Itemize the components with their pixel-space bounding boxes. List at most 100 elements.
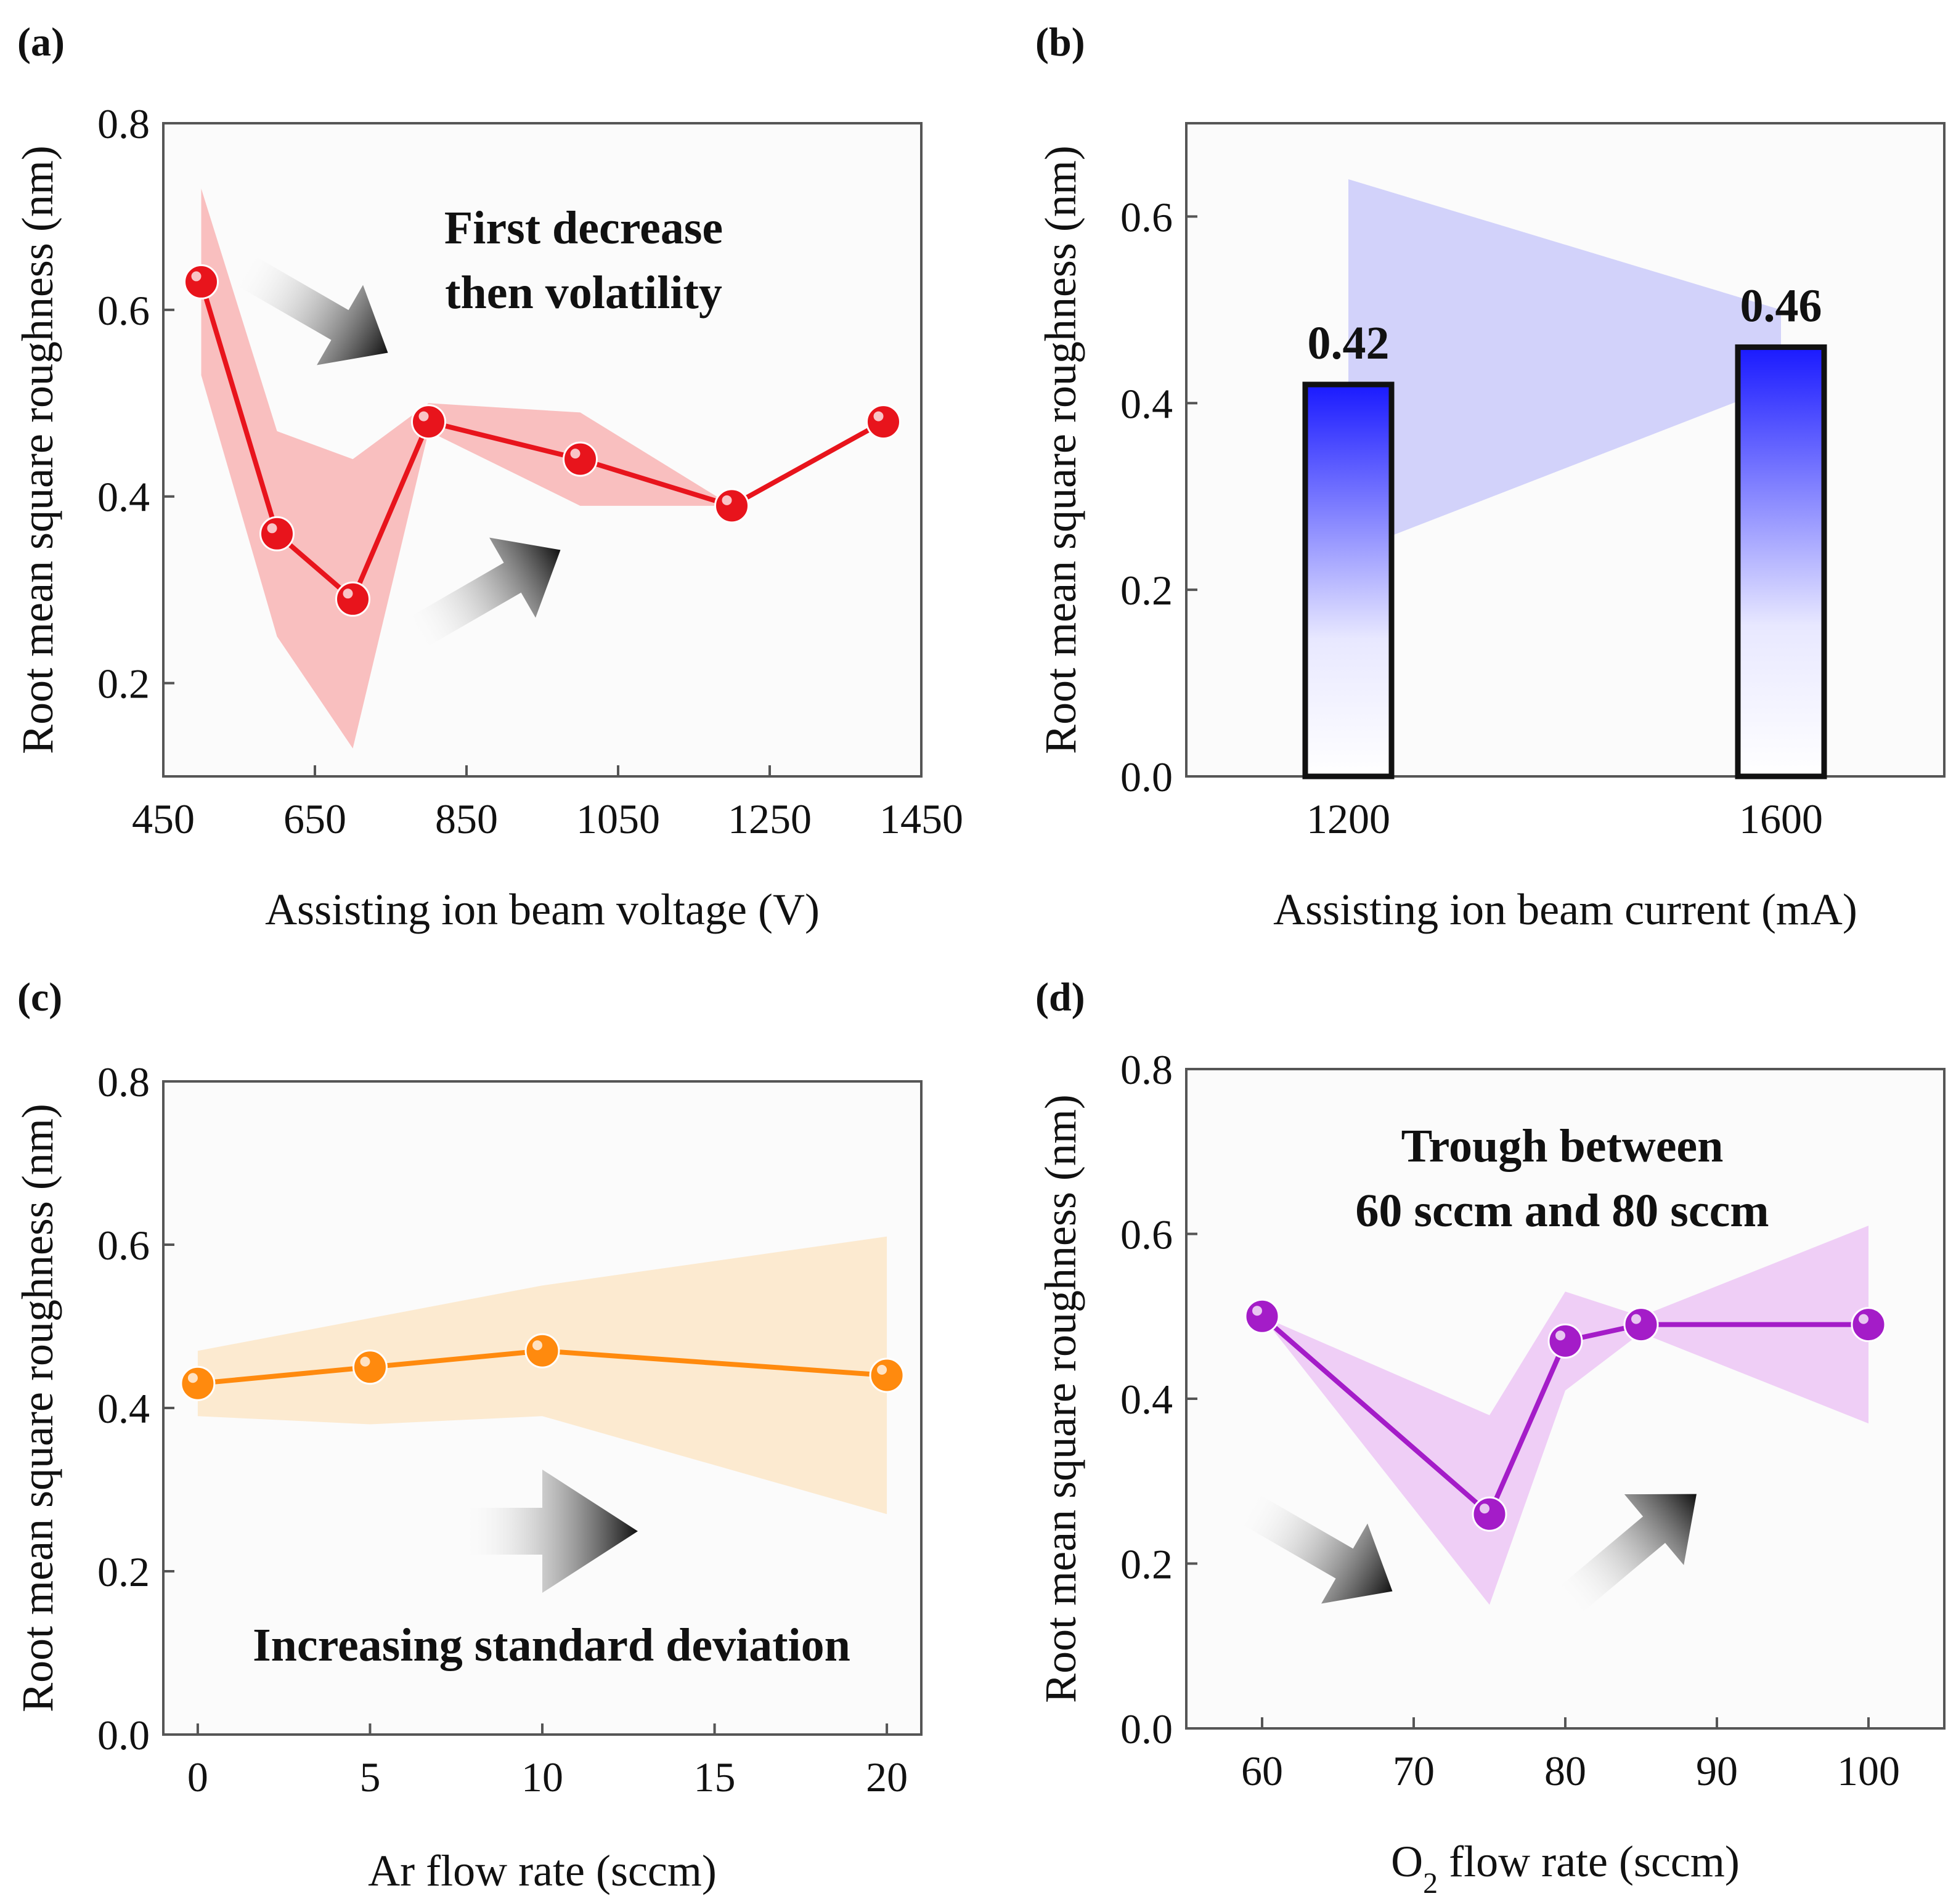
error-band: [1262, 1226, 1868, 1605]
x-tick-label: 1050: [576, 795, 660, 842]
x-axis-label: Ar flow rate (sccm): [368, 1846, 717, 1895]
x-tick-label: 80: [1544, 1747, 1586, 1794]
data-point-highlight: [722, 495, 732, 505]
bar: [1735, 344, 1827, 779]
x-tick-label: 20: [866, 1754, 908, 1800]
data-point: [180, 1365, 216, 1401]
y-axis-label: Root mean square roughness (nm): [1036, 145, 1085, 754]
data-point: [184, 264, 219, 299]
data-point: [866, 404, 901, 440]
data-point-highlight: [1480, 1503, 1489, 1514]
bar-value-label: 0.46: [1740, 280, 1822, 332]
bar-value-label: 0.42: [1308, 317, 1390, 369]
panel-label: (d): [1035, 975, 1085, 1020]
data-point: [1472, 1496, 1507, 1532]
bar: [1302, 381, 1395, 779]
data-point: [563, 441, 598, 477]
series-line: [197, 1348, 887, 1386]
y-tick-label: 0.6: [1120, 1211, 1173, 1258]
data-point-highlight: [1555, 1330, 1565, 1341]
y-tick-label: 0.4: [1120, 1376, 1173, 1423]
x-axis-label-main: O: [1391, 1837, 1423, 1886]
data-point: [1244, 1298, 1280, 1334]
data-point-highlight: [877, 1365, 887, 1375]
data-point: [411, 404, 446, 440]
y-axis-label: Root mean square roughness (nm): [1036, 1094, 1085, 1703]
data-point-highlight: [873, 411, 884, 421]
annotation-line-1: Trough between: [1401, 1120, 1724, 1172]
x-tick-label: 15: [694, 1754, 736, 1800]
x-tick-label: 1250: [728, 795, 812, 842]
data-point: [1851, 1307, 1886, 1343]
data-point-highlight: [191, 271, 202, 282]
y-tick-label: 0.8: [1120, 1046, 1173, 1093]
y-tick-label: 0.6: [1120, 193, 1173, 240]
y-tick-label: 0.6: [97, 287, 150, 334]
x-tick-label: 100: [1837, 1747, 1900, 1794]
data-point-highlight: [1631, 1314, 1641, 1324]
data-point: [869, 1357, 905, 1393]
panel-b: (b) 0.0 0.2 0.4 0.6 1200 1600 0.42 0.46 Assist…: [1035, 20, 1946, 934]
panel-label: (b): [1035, 20, 1085, 65]
panel-a: (a) 450 650 850 1050 1250 1450 0.2 0.4 0.6 0.8 Fi…: [13, 20, 963, 934]
data-point-highlight: [1252, 1306, 1262, 1316]
y-tick-label: 0.0: [97, 1712, 150, 1759]
x-tick-label: 70: [1393, 1747, 1435, 1794]
x-tick-label: 650: [283, 795, 346, 842]
y-tick-label: 0.8: [97, 1059, 150, 1105]
data-point-highlight: [267, 523, 277, 534]
y-tick-label: 0.8: [97, 100, 150, 147]
y-axis-label: Root mean square roughness (nm): [13, 1104, 62, 1712]
y-tick-label: 0.4: [97, 474, 150, 521]
data-point: [352, 1349, 388, 1385]
x-tick-label: 1450: [879, 795, 963, 842]
x-tick-label: 5: [359, 1754, 380, 1800]
y-tick-label: 0.2: [1120, 567, 1173, 614]
x-axis-label: O2 flow rate (sccm): [1391, 1837, 1740, 1900]
data-point: [1623, 1307, 1659, 1343]
panel-label: (c): [17, 975, 62, 1020]
x-axis-label: Assisting ion beam current (mA): [1273, 885, 1857, 934]
y-tick-label: 0.0: [1120, 754, 1173, 800]
y-tick-label: 0.4: [97, 1385, 150, 1432]
error-band: [197, 1236, 887, 1515]
y-tick-label: 0.0: [1120, 1706, 1173, 1752]
data-point: [1547, 1323, 1583, 1359]
x-axis-label-subscript: 2: [1423, 1867, 1438, 1900]
data-point: [714, 488, 749, 524]
y-tick-label: 0.2: [97, 661, 150, 707]
annotation-line-2: 60 sccm and 80 sccm: [1355, 1185, 1769, 1237]
y-tick-label: 0.6: [97, 1222, 150, 1269]
y-tick-label: 0.4: [1120, 380, 1173, 427]
x-tick-label: 0: [187, 1754, 208, 1800]
error-band: [201, 189, 884, 749]
x-axis-label: Assisting ion beam voltage (V): [265, 885, 820, 934]
increase-arrow-icon: [1555, 1494, 1697, 1616]
x-tick-label: 450: [132, 795, 195, 842]
data-point-highlight: [418, 411, 429, 421]
data-point: [524, 1333, 560, 1369]
panel-label: (a): [17, 20, 65, 65]
right-arrow-icon: [462, 1470, 638, 1593]
x-tick-label: 850: [435, 795, 498, 842]
data-point-highlight: [570, 449, 581, 459]
data-point-highlight: [1859, 1314, 1868, 1324]
data-point-highlight: [343, 588, 353, 599]
data-point: [335, 581, 370, 617]
data-point-highlight: [187, 1373, 198, 1383]
x-tick-label: 10: [521, 1754, 563, 1800]
panel-c: (c) 0 5 10 15 20 0.0 0.2 0.4 0.6 0.8 Increasing s…: [13, 975, 923, 1895]
trend-band: [1348, 179, 1781, 553]
data-point: [259, 516, 295, 551]
decrease-arrow-icon: [1237, 1491, 1393, 1604]
x-tick-label: 90: [1696, 1747, 1738, 1794]
data-point-highlight: [360, 1356, 370, 1367]
annotation-line-2: then volatility: [445, 267, 722, 319]
y-tick-label: 0.2: [1120, 1541, 1173, 1588]
annotation-line-1: Increasing standard deviation: [253, 1619, 850, 1671]
x-tick-label: 60: [1241, 1747, 1283, 1794]
decrease-arrow-icon: [232, 253, 388, 365]
y-axis-label: Root mean square roughness (nm): [13, 145, 62, 754]
data-point-highlight: [532, 1340, 542, 1351]
